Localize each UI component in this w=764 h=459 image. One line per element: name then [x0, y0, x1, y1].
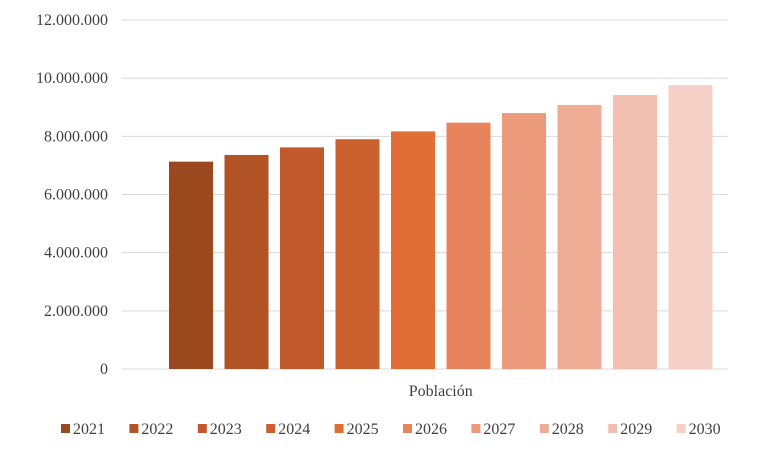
legend-swatch — [676, 424, 686, 433]
legend-swatch — [608, 424, 618, 433]
x-axis-category-labels: Población — [409, 383, 473, 400]
y-tick-label: 4.000.000 — [44, 245, 108, 262]
legend-item-2024: 2024 — [266, 421, 310, 438]
legend-swatch — [129, 424, 139, 433]
legend-item-2021: 2021 — [61, 421, 105, 438]
legend-label: 2024 — [278, 421, 310, 438]
legend: 2021 2022 2023 2024 2025 2026 2027 2028 2029 2030 — [61, 421, 721, 438]
legend-label: 2029 — [620, 421, 652, 438]
legend-label: 2023 — [210, 421, 242, 438]
legend-item-2023: 2023 — [197, 421, 242, 438]
y-tick-label: 10.000.000 — [36, 70, 108, 87]
legend-item-2029: 2029 — [608, 421, 652, 438]
legend-label: 2021 — [73, 421, 105, 438]
y-tick-label: 2.000.000 — [44, 303, 108, 320]
x-category-label: Población — [409, 383, 473, 400]
legend-swatch — [471, 424, 481, 433]
legend-label: 2027 — [483, 421, 515, 438]
legend-item-2027: 2027 — [471, 421, 515, 438]
y-tick-label: 8.000.000 — [44, 128, 108, 145]
legend-item-2028: 2028 — [539, 421, 584, 438]
bar-2025 — [391, 131, 435, 369]
legend-label: 2028 — [552, 421, 584, 438]
bar-2027 — [502, 113, 546, 369]
bar-2030 — [668, 85, 713, 369]
legend-label: 2026 — [415, 421, 447, 438]
legend-swatch — [539, 424, 549, 433]
legend-swatch — [266, 424, 276, 433]
bar-2024 — [335, 139, 380, 369]
legend-item-2022: 2022 — [129, 421, 173, 438]
bar-2026 — [446, 122, 491, 369]
bar-2029 — [613, 95, 657, 369]
y-tick-label: 0 — [100, 361, 108, 378]
legend-label: 2030 — [689, 421, 721, 438]
legend-swatch — [403, 424, 412, 433]
y-axis-tick-labels: 0 2.000.000 4.000.000 6.000.000 8.000.000 10.… — [36, 12, 108, 378]
legend-item-2026: 2026 — [403, 421, 447, 438]
bar-2022 — [224, 154, 269, 369]
legend-label: 2025 — [347, 421, 379, 438]
legend-swatch — [334, 424, 344, 433]
y-tick-label: 12.000.000 — [36, 12, 108, 29]
legend-swatch — [61, 424, 70, 433]
bar-2021 — [169, 161, 213, 369]
bar-2028 — [557, 104, 602, 369]
bars — [169, 85, 713, 369]
bar-2023 — [280, 147, 324, 369]
legend-label: 2022 — [141, 421, 173, 438]
legend-swatch — [197, 424, 207, 433]
y-tick-label: 6.000.000 — [44, 187, 108, 204]
legend-item-2025: 2025 — [334, 421, 379, 438]
legend-item-2030: 2030 — [676, 421, 721, 438]
